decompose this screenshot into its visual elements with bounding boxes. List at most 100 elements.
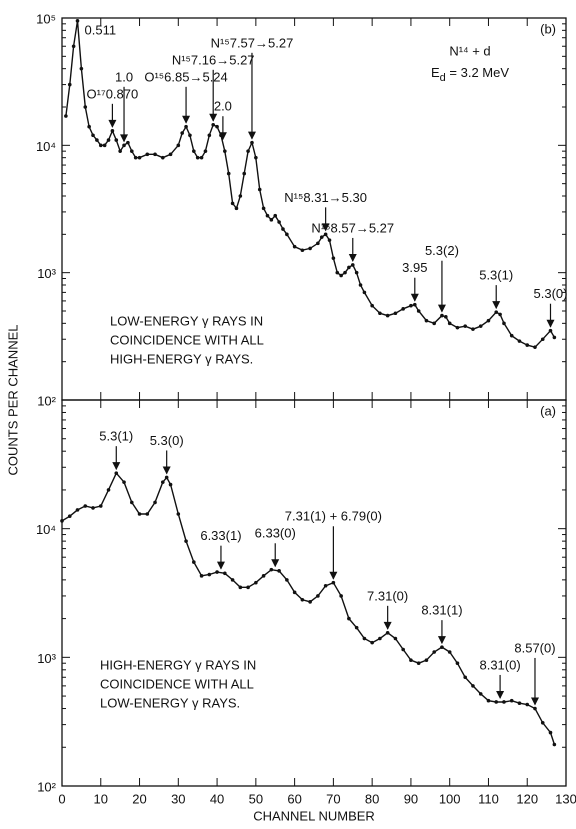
data-point (223, 149, 227, 153)
data-point (230, 201, 235, 206)
annotation: O¹⁵6.85→5.24 (144, 69, 227, 84)
data-point (339, 594, 343, 598)
x-tick-label: 130 (555, 791, 576, 806)
data-point (486, 698, 491, 703)
x-axis-title: CHANNEL NUMBER (253, 808, 375, 823)
x-tick-label: 90 (404, 791, 418, 806)
data-point (509, 333, 514, 338)
data-point (292, 590, 297, 595)
panel-note: LOW-ENERGY γ RAYS. (100, 695, 240, 710)
data-point (281, 227, 285, 231)
data-point (424, 318, 429, 323)
panel-label: (b) (540, 21, 556, 36)
plot-frame (61, 399, 567, 787)
data-point (350, 263, 355, 267)
data-point (75, 508, 80, 512)
data-point (509, 698, 514, 703)
annotation: 2.0 (214, 99, 232, 114)
arrow-head (530, 697, 539, 706)
data-point (168, 482, 173, 487)
data-point (471, 327, 475, 331)
data-point (327, 238, 332, 242)
x-tick-label: 70 (326, 791, 340, 806)
beam-energy: Ed = 3.2 MeV (431, 65, 509, 83)
data-point (161, 480, 165, 484)
data-point (211, 122, 215, 127)
arrow-head (492, 301, 501, 310)
data-point (455, 325, 460, 330)
data-point (378, 311, 382, 316)
arrow-head (348, 253, 357, 262)
data-point (463, 324, 468, 328)
data-point (533, 345, 537, 349)
arrow-head (410, 293, 419, 302)
data-point (300, 248, 305, 253)
data-point (199, 574, 204, 578)
data-point (261, 206, 266, 211)
data-point (525, 343, 530, 347)
arrow-head (182, 115, 191, 124)
data-point (238, 194, 243, 198)
annotation: N¹⁵7.16→5.27 (172, 52, 255, 67)
data-point (114, 138, 119, 142)
data-point (393, 311, 398, 316)
data-point (347, 616, 351, 621)
data-point (257, 187, 262, 192)
arrow-head (162, 466, 171, 475)
data-point (316, 241, 320, 246)
data-point (102, 143, 107, 148)
arrow-head (218, 132, 227, 141)
x-tick-label: 30 (171, 791, 185, 806)
arrow-head (546, 319, 555, 328)
data-point (67, 82, 72, 87)
data-point (230, 578, 235, 582)
data-point (122, 143, 126, 148)
data-point (215, 570, 219, 574)
data-point (432, 321, 436, 326)
data-point (184, 539, 188, 543)
data-point (110, 129, 115, 133)
data-point (234, 206, 239, 211)
data-point (362, 290, 367, 295)
data-point (498, 312, 502, 317)
data-point (168, 152, 173, 157)
data-point (331, 256, 336, 260)
data-point (106, 138, 111, 142)
data-point (118, 149, 122, 153)
data-point (246, 585, 250, 590)
data-point (164, 475, 169, 480)
data-point (292, 244, 297, 249)
data-point (207, 133, 212, 138)
data-point (413, 302, 417, 307)
data-point (323, 583, 328, 588)
data-point (463, 675, 468, 680)
y-tick-label: 10⁵ (36, 11, 56, 26)
arrow-head (329, 571, 338, 580)
data-point (444, 315, 448, 319)
data-point (161, 155, 165, 160)
data-point (378, 636, 382, 641)
annotation: O¹⁷0.870 (87, 86, 139, 101)
data-point (207, 572, 212, 577)
data-point (98, 504, 103, 508)
data-point (60, 519, 64, 523)
data-point (502, 321, 506, 326)
data-point (195, 155, 200, 160)
annotation: N¹⁵8.57→5.27 (311, 220, 394, 235)
data-point (370, 303, 374, 308)
y-tick-label: 10³ (37, 651, 56, 666)
data-point (354, 625, 359, 630)
x-tick-label: 40 (210, 791, 224, 806)
data-point (133, 155, 138, 160)
x-tick-label: 50 (249, 791, 263, 806)
data-point (122, 480, 126, 484)
data-point (370, 640, 374, 645)
data-point (471, 684, 475, 688)
annotation: 0.511 (85, 22, 117, 37)
data-point (494, 310, 499, 314)
data-point (548, 730, 553, 735)
data-point (335, 270, 340, 275)
arrow-head (120, 134, 129, 143)
arrow-head (108, 119, 117, 128)
